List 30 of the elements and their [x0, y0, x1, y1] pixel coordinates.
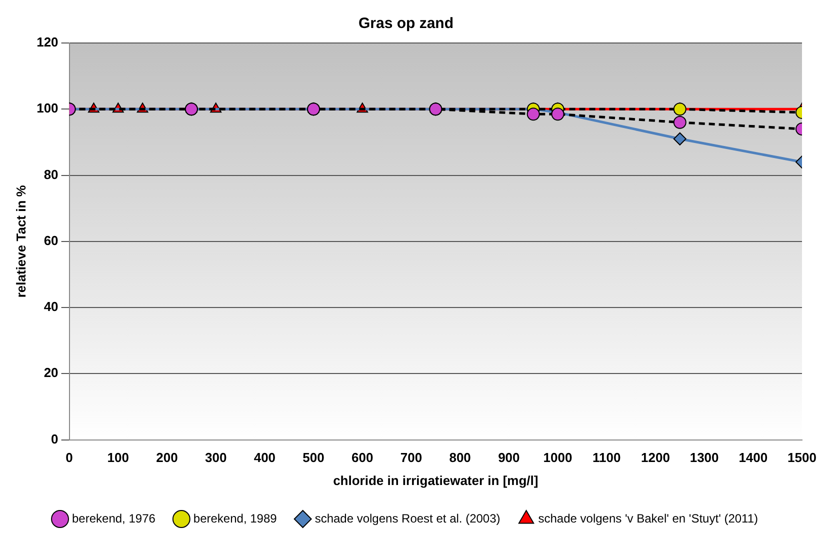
- x-tick-label: 0: [66, 450, 73, 466]
- x-tick-label: 500: [302, 450, 324, 466]
- legend-label: schade volgens Roest et al. (2003): [314, 511, 500, 526]
- legend-label: berekend, 1976: [72, 511, 156, 526]
- y-tick-label: 80: [44, 166, 58, 182]
- y-tick-label: 0: [51, 431, 58, 446]
- x-tick-label: 1400: [738, 450, 768, 466]
- y-tick-label: 40: [44, 299, 58, 314]
- x-tick-label: 1300: [690, 450, 719, 466]
- y-tick-label: 120: [36, 34, 58, 50]
- x-tick-label: 900: [498, 450, 520, 466]
- y-tick-label: 20: [44, 365, 58, 380]
- legend-label: berekend, 1989: [193, 511, 278, 526]
- x-tick-label: 1200: [640, 450, 670, 466]
- chart-title: Gras op zand: [358, 15, 454, 32]
- x-tick-label: 1100: [592, 450, 621, 466]
- x-tick-label: 1500: [788, 450, 816, 466]
- x-tick-label: 700: [400, 450, 422, 466]
- x-tick-label: 600: [352, 450, 374, 466]
- x-tick-label: 200: [156, 450, 178, 466]
- y-tick-label: 60: [44, 232, 58, 248]
- x-tick-label: 800: [449, 450, 471, 466]
- y-axis-title: relatieve Tact in %: [13, 184, 28, 298]
- x-tick-label: 400: [254, 450, 276, 466]
- y-tick-label: 100: [36, 100, 58, 116]
- x-tick-label: 300: [204, 450, 227, 466]
- x-tick-label: 100: [107, 450, 129, 466]
- x-tick-label: 1000: [543, 450, 572, 466]
- x-axis-title: chloride in irrigatiewater in [mg/l]: [333, 472, 538, 488]
- legend-label: schade volgens 'v Bakel' en 'Stuyt' (2011): [538, 511, 758, 526]
